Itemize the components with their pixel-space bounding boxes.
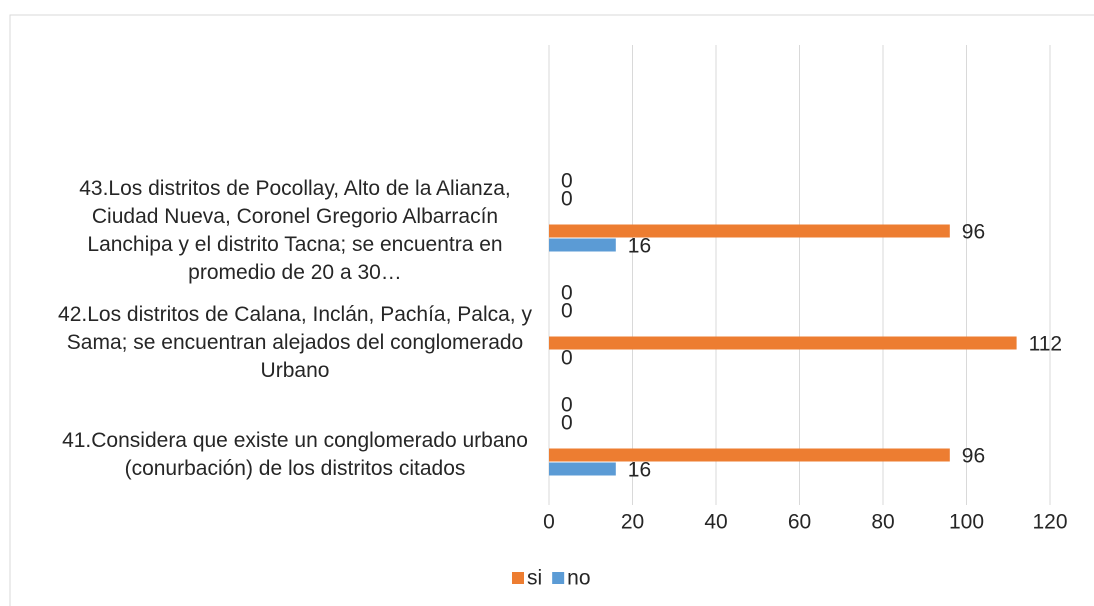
x-tick-label: 80 [871, 511, 894, 534]
category-label: 42.Los distritos de Calana, Inclán, Pach… [58, 303, 532, 382]
bar [549, 448, 950, 462]
x-tick-label: 20 [621, 511, 644, 534]
legend-label: no [567, 567, 590, 590]
legend-label: si [527, 567, 542, 590]
bar [549, 224, 950, 238]
x-tick-label: 120 [1032, 511, 1067, 534]
bar [549, 336, 1017, 350]
x-tick-label: 40 [704, 511, 727, 534]
chart-border [9, 14, 1094, 606]
data-label: 112 [1029, 333, 1062, 356]
x-tick-label: 60 [788, 511, 811, 534]
data-label: 0 [561, 282, 573, 305]
data-label: 0 [561, 188, 573, 211]
category-label: 41.Considera que existe un conglomerado … [62, 429, 528, 480]
category-label: 43.Los distritos de Pocollay, Alto de la… [79, 177, 511, 284]
data-label: 0 [561, 412, 573, 435]
data-label: 0 [561, 170, 573, 193]
bar [549, 462, 616, 476]
bar [549, 238, 616, 252]
data-label: 96 [962, 445, 985, 468]
data-label: 96 [962, 221, 985, 244]
x-tick-label: 100 [949, 511, 984, 534]
x-tick-label: 0 [543, 511, 555, 534]
data-label: 0 [561, 394, 573, 417]
data-label: 16 [628, 459, 651, 482]
data-label: 16 [628, 235, 651, 258]
legend-swatch [512, 572, 524, 584]
legend-swatch [552, 572, 565, 584]
data-label: 0 [561, 347, 573, 370]
data-label: 0 [561, 300, 573, 323]
